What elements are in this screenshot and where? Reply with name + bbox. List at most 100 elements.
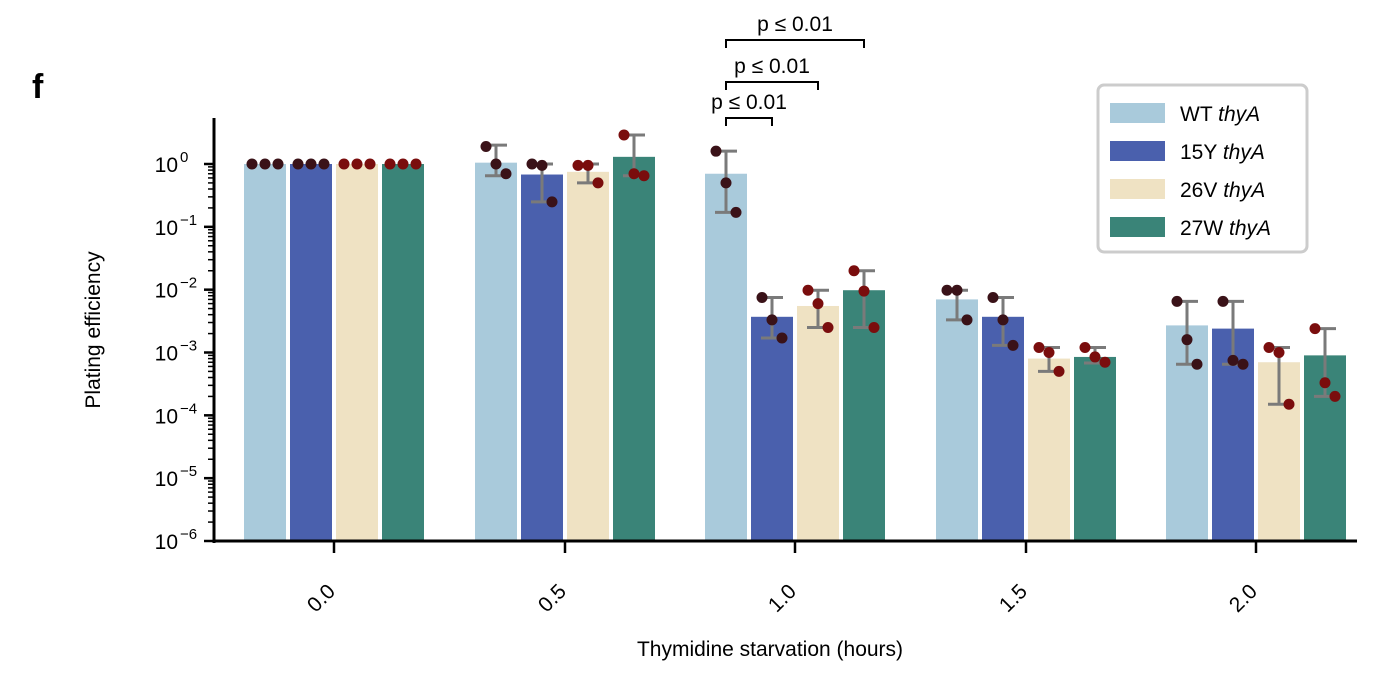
legend-label-italic: thyA — [1223, 141, 1265, 164]
replicate-point-1-1-1 — [536, 159, 548, 171]
replicate-point-2-1-0 — [572, 159, 584, 171]
y-tick-base: 10 — [155, 531, 178, 554]
replicate-point-2-2-1 — [812, 298, 824, 310]
legend-label-prefix: 26V — [1180, 179, 1223, 202]
panel-label: f — [32, 68, 44, 106]
replicate-point-1-4-0 — [1217, 295, 1229, 307]
x-tick-label: 1.5 — [995, 580, 1032, 617]
replicate-point-3-2-1 — [858, 285, 870, 297]
replicate-point-0-1-2 — [500, 168, 512, 180]
bar-2-2 — [797, 305, 839, 541]
bar-2-1 — [567, 171, 609, 541]
y-axis-label: Plating efficiency — [82, 251, 105, 409]
replicate-point-1-3-0 — [987, 292, 999, 304]
replicate-point-0-1-0 — [480, 140, 492, 152]
replicate-point-2-2-0 — [802, 284, 814, 296]
y-tick-base: 10 — [155, 217, 178, 240]
replicate-point-1-2-1 — [766, 314, 778, 326]
replicate-point-3-0-2 — [410, 158, 422, 170]
y-tick-label: 10 — [155, 531, 178, 554]
replicate-point-0-2-0 — [710, 145, 722, 157]
x-tick-label: 1.0 — [764, 580, 801, 617]
x-tick-label: 0.0 — [303, 580, 340, 617]
bar-0-0 — [244, 164, 286, 541]
replicate-point-1-0-1 — [305, 158, 317, 170]
y-tick-exponent: −2 — [180, 275, 197, 292]
replicate-point-0-0-0 — [246, 158, 258, 170]
bar-0-1 — [475, 162, 517, 541]
replicate-point-3-1-2 — [638, 170, 650, 182]
significance-bracket — [725, 39, 865, 48]
y-tick-exponent: −6 — [180, 526, 197, 543]
replicate-point-0-0-2 — [272, 158, 284, 170]
replicate-point-0-3-0 — [941, 284, 953, 296]
bar-1-2 — [751, 316, 793, 541]
y-tick-base: 10 — [155, 154, 178, 177]
replicate-point-1-0-2 — [318, 158, 330, 170]
y-tick-base: 10 — [155, 405, 178, 428]
replicate-point-3-0-1 — [397, 158, 409, 170]
bar-2-0 — [336, 164, 378, 541]
x-tick-label: 2.0 — [1225, 580, 1262, 617]
replicate-point-2-0-1 — [351, 158, 363, 170]
x-axis-label: Thymidine starvation (hours) — [637, 638, 903, 661]
significance-bracket — [725, 117, 773, 126]
legend-swatch — [1110, 179, 1165, 199]
replicate-point-2-2-2 — [822, 321, 834, 333]
legend-label: WT thyA — [1180, 103, 1260, 126]
legend-label: 26V thyA — [1180, 179, 1265, 202]
bar-3-0 — [382, 164, 424, 541]
replicate-point-3-4-0 — [1309, 323, 1321, 335]
bar-3-1 — [613, 156, 655, 541]
replicate-point-0-1-1 — [490, 158, 502, 170]
replicate-point-2-3-0 — [1033, 342, 1045, 354]
y-tick-exponent: −4 — [180, 400, 197, 417]
legend-label: 27W thyA — [1180, 217, 1271, 240]
bar-1-1 — [521, 174, 563, 541]
legend-frame — [1096, 83, 1309, 254]
bar-2-3 — [1028, 358, 1070, 541]
replicate-point-0-3-2 — [961, 314, 973, 326]
replicate-points-layer — [246, 129, 1341, 410]
replicate-point-2-4-1 — [1273, 347, 1285, 358]
x-ticks: 0.0 0.5 1.0 1.5 2.0 — [303, 541, 1262, 617]
replicate-point-2-3-1 — [1043, 347, 1055, 358]
bar-3-2 — [843, 290, 885, 541]
replicate-point-2-4-0 — [1263, 342, 1275, 354]
significance-label: p ≤ 0.01 — [711, 91, 787, 114]
y-tick-base: 10 — [155, 468, 178, 491]
replicate-point-1-1-2 — [546, 196, 558, 208]
replicate-point-0-0-1 — [259, 158, 271, 170]
legend-label: 15Y thyA — [1180, 141, 1265, 164]
bar-0-2 — [705, 173, 747, 541]
replicate-point-3-4-2 — [1329, 390, 1341, 402]
replicate-point-3-4-1 — [1319, 377, 1331, 389]
y-tick-label: 10 — [155, 217, 178, 240]
significance-bracket — [725, 81, 819, 90]
y-tick-label: 10 — [155, 154, 178, 177]
legend-swatch — [1110, 141, 1165, 161]
bars-layer — [244, 156, 1346, 541]
y-tick-exponent: −3 — [180, 338, 197, 355]
y-tick-exponent: −1 — [180, 212, 197, 229]
replicate-point-3-2-0 — [848, 265, 860, 277]
significance-label: p ≤ 0.01 — [734, 55, 810, 78]
y-tick-base: 10 — [155, 280, 178, 303]
legend-label-prefix: 15Y — [1180, 141, 1223, 164]
replicate-point-2-1-2 — [592, 177, 604, 189]
replicate-point-0-4-1 — [1181, 334, 1193, 346]
bar-1-3 — [982, 316, 1024, 541]
significance-annotations: p ≤ 0.01 p ≤ 0.01 p ≤ 0.01 — [711, 13, 865, 126]
legend-label-italic: thyA — [1223, 179, 1265, 202]
replicate-point-1-1-0 — [526, 158, 538, 170]
replicate-point-1-2-0 — [756, 292, 768, 304]
y-tick-exponent: 0 — [180, 149, 188, 166]
y-tick-label: 10 — [155, 280, 178, 303]
replicate-point-2-1-1 — [582, 159, 594, 171]
legend-swatch — [1110, 217, 1165, 237]
bar-1-0 — [290, 164, 332, 541]
replicate-point-3-0-0 — [384, 158, 396, 170]
